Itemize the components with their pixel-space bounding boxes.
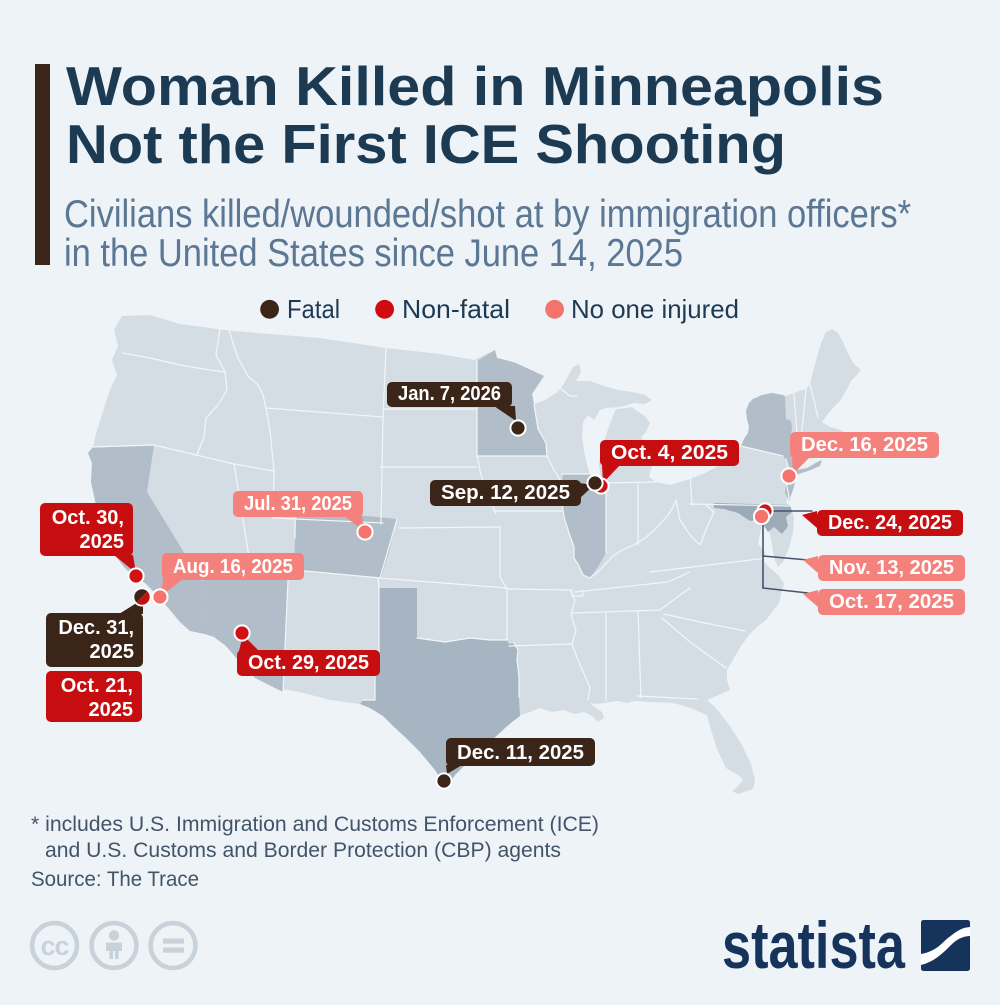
svg-text:Oct. 4, 2025: Oct. 4, 2025 [611, 442, 728, 464]
svg-text:Jan. 7, 2026: Jan. 7, 2026 [398, 383, 501, 405]
svg-text:2025: 2025 [90, 641, 135, 663]
svg-text:statista: statista [722, 908, 906, 982]
svg-text:in the United States since Jun: in the United States since June 14, 2025 [64, 232, 683, 275]
svg-text:Woman Killed in Minneapolis: Woman Killed in Minneapolis [66, 55, 884, 117]
svg-text:No one injured: No one injured [571, 294, 739, 324]
svg-text:* includes U.S. Immigration an: * includes U.S. Immigration and Customs … [31, 813, 599, 836]
svg-text:Oct. 29, 2025: Oct. 29, 2025 [248, 652, 369, 674]
svg-text:Nov. 13, 2025: Nov. 13, 2025 [829, 557, 954, 579]
svg-text:2025: 2025 [80, 531, 125, 553]
svg-text:Oct. 21,: Oct. 21, [61, 675, 133, 697]
svg-text:Not the First ICE Shooting: Not the First ICE Shooting [66, 113, 786, 175]
svg-text:Sep. 12, 2025: Sep. 12, 2025 [441, 482, 570, 504]
svg-text:Source: The Trace: Source: The Trace [31, 868, 199, 891]
svg-text:Dec. 24, 2025: Dec. 24, 2025 [828, 512, 952, 534]
svg-text:Oct. 30,: Oct. 30, [52, 507, 124, 529]
svg-text:Fatal: Fatal [287, 294, 340, 324]
svg-text:Oct. 17, 2025: Oct. 17, 2025 [829, 591, 954, 613]
svg-text:Jul. 31, 2025: Jul. 31, 2025 [244, 493, 352, 515]
svg-text:Dec. 31,: Dec. 31, [58, 617, 134, 639]
svg-text:Dec. 11, 2025: Dec. 11, 2025 [457, 742, 584, 764]
svg-text:cc: cc [40, 931, 69, 961]
svg-text:Dec. 16, 2025: Dec. 16, 2025 [801, 434, 928, 456]
svg-text:Non-fatal: Non-fatal [402, 294, 510, 324]
svg-text:2025: 2025 [89, 699, 134, 721]
svg-text:Civilians killed/wounded/shot: Civilians killed/wounded/shot at by immi… [64, 193, 911, 236]
svg-text:Aug. 16, 2025: Aug. 16, 2025 [173, 556, 293, 578]
svg-text:and U.S. Customs and Border Pr: and U.S. Customs and Border Protection (… [45, 839, 561, 862]
